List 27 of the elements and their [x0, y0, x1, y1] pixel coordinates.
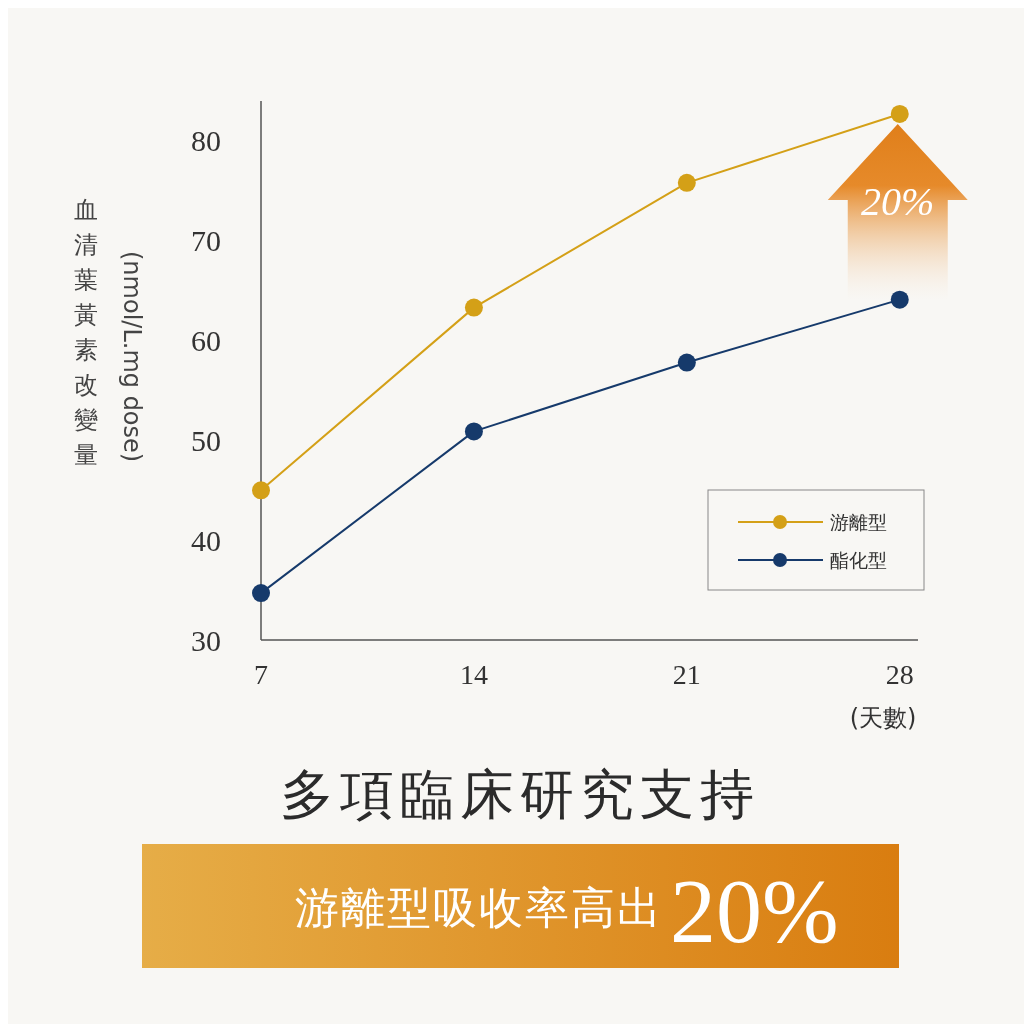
text: (nmol/L.mg dose) [118, 251, 146, 463]
text: 20% [670, 860, 839, 962]
y-tick-label: 50 [191, 423, 221, 457]
x-tick-label: 28 [885, 659, 914, 690]
x-tick-label: 14 [459, 659, 488, 690]
text: 多項臨床研究支持 [280, 763, 760, 826]
point [252, 481, 270, 500]
annotation: 20% [861, 179, 935, 224]
legend-label: 游離型 [830, 510, 887, 533]
x-tick-label: 21 [672, 659, 701, 690]
y-tick-label: 30 [191, 623, 221, 657]
point [464, 298, 483, 317]
point [890, 290, 909, 309]
text: 游離型吸收率高出 [295, 882, 663, 933]
point [677, 173, 696, 192]
y-tick-label: 40 [191, 523, 221, 557]
point [890, 104, 909, 123]
x-tick-label: 7 [254, 659, 268, 690]
legend-label: 酯化型 [830, 548, 887, 571]
y-tick-label: 70 [191, 224, 221, 258]
point [677, 353, 696, 372]
x-axis-title: (天數) [849, 704, 917, 732]
y-tick-label: 80 [191, 124, 221, 158]
point [464, 422, 483, 441]
y-tick-label: 60 [191, 324, 221, 358]
y-axis-title: 血清葉黃素改變量 [74, 196, 98, 469]
point [252, 584, 270, 603]
